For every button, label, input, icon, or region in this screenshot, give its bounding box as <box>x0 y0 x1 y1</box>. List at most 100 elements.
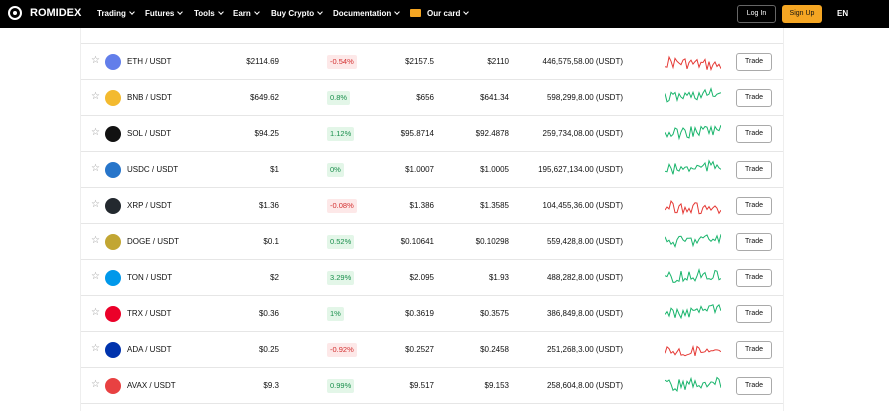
table-row: ☆ DOGE / USDT $0.1 0.52% $0.10641 $0.10298 559… <box>81 224 783 260</box>
price: $94.25 <box>254 129 279 138</box>
trade-button[interactable]: Trade <box>736 125 772 143</box>
sparkline <box>665 55 721 72</box>
partial-row <box>81 8 783 44</box>
pair[interactable]: TRX / USDT <box>127 309 172 318</box>
favorite-star[interactable]: ☆ <box>91 199 100 210</box>
pair[interactable]: ETH / USDT <box>127 57 172 66</box>
volume: 195,627,134.00 (USDT) <box>538 165 623 174</box>
volume: 598,299,8.00 (USDT) <box>546 93 623 102</box>
login-button[interactable]: Log In <box>737 5 776 23</box>
low: $1.3585 <box>480 201 509 210</box>
trade-button[interactable]: Trade <box>736 53 772 71</box>
sparkline <box>665 124 721 141</box>
high: $2157.5 <box>405 57 434 66</box>
change: 0.8% <box>327 91 351 105</box>
high: $656 <box>416 93 434 102</box>
favorite-star[interactable]: ☆ <box>91 55 100 66</box>
price: $0.1 <box>263 237 279 246</box>
table-row: ☆ AVAX / USDT $9.3 0.99% $9.517 $9.153 258,604… <box>81 368 783 404</box>
signup-button[interactable]: Sign Up <box>782 5 822 23</box>
trade-button[interactable]: Trade <box>736 233 772 251</box>
pair[interactable]: DOGE / USDT <box>127 237 180 246</box>
trade-button[interactable]: Trade <box>736 89 772 107</box>
nav-item[interactable]: Documentation <box>333 9 399 18</box>
favorite-star[interactable]: ☆ <box>91 91 100 102</box>
trade-button[interactable]: Trade <box>736 305 772 323</box>
pair[interactable]: TON / USDT <box>127 273 173 282</box>
low: $0.10298 <box>475 237 509 246</box>
sparkline-path <box>665 376 721 392</box>
volume: 259,734,08.00 (USDT) <box>542 129 624 138</box>
nav-item[interactable]: Earn <box>233 9 259 18</box>
price: $0.25 <box>258 345 279 354</box>
pair[interactable]: SOL / USDT <box>127 129 172 138</box>
coin-icon <box>105 378 121 394</box>
sparkline-path <box>665 200 721 216</box>
high: $0.3619 <box>405 309 434 318</box>
table-row: ☆ TRX / USDT $0.36 1% $0.3619 $0.3575 386,849,… <box>81 296 783 332</box>
pair[interactable]: ADA / USDT <box>127 345 172 354</box>
volume: 386,849,8.00 (USDT) <box>546 309 623 318</box>
pair[interactable]: XRP / USDT <box>127 201 172 210</box>
favorite-star[interactable]: ☆ <box>91 271 100 282</box>
nav-item[interactable]: Futures <box>145 9 182 18</box>
coin-icon <box>105 54 121 70</box>
favorite-star[interactable]: ☆ <box>91 235 100 246</box>
trade-button[interactable]: Trade <box>736 161 772 179</box>
change: 0.52% <box>327 235 355 249</box>
price: $1 <box>270 165 279 174</box>
sparkline <box>665 159 721 175</box>
sparkline <box>665 344 721 357</box>
low: $0.2458 <box>480 345 509 354</box>
favorite-star[interactable]: ☆ <box>91 163 100 174</box>
pair[interactable]: AVAX / USDT <box>127 381 176 390</box>
nav-item[interactable]: Tools <box>194 9 223 18</box>
sparkline <box>665 234 721 249</box>
coin-icon <box>105 342 121 358</box>
coin-icon <box>105 162 121 178</box>
sparkline-path <box>665 234 721 249</box>
volume: 251,268,3.00 (USDT) <box>546 345 623 354</box>
change: 0% <box>327 163 344 177</box>
price: $0.36 <box>258 309 279 318</box>
favorite-star[interactable]: ☆ <box>91 343 100 354</box>
table-row: ☆ BNB / USDT $649.62 0.8% $656 $641.34 598,299… <box>81 80 783 116</box>
high: $1.0007 <box>405 165 434 174</box>
top-nav: ROMIDEX Trading Futures Tools Earn Buy C… <box>0 0 889 28</box>
pair[interactable]: USDC / USDT <box>127 165 179 174</box>
market-table: ☆ ETH / USDT $2114.69 -0.54% $2157.5 $2110 446… <box>80 28 784 411</box>
trade-button[interactable]: Trade <box>736 377 772 395</box>
change: 0.99% <box>327 379 355 393</box>
favorite-star[interactable]: ☆ <box>91 127 100 138</box>
low: $2110 <box>487 57 509 66</box>
coin-icon <box>105 126 121 142</box>
pair[interactable]: BNB / USDT <box>127 93 172 102</box>
coin-icon <box>105 306 121 322</box>
table-row: ☆ USDC / USDT $1 0% $1.0007 $1.0005 195,627,13… <box>81 152 783 188</box>
change: -0.92% <box>327 343 357 357</box>
trade-button[interactable]: Trade <box>736 269 772 287</box>
sparkline <box>665 304 721 320</box>
favorite-star[interactable]: ☆ <box>91 307 100 318</box>
trade-button[interactable]: Trade <box>736 341 772 359</box>
high: $1.386 <box>409 201 434 210</box>
brand[interactable]: ROMIDEX <box>30 7 82 19</box>
nav-item[interactable]: Trading <box>97 9 134 18</box>
change: 1.12% <box>327 127 355 141</box>
sparkline-path <box>665 124 721 141</box>
high: $9.517 <box>409 381 434 390</box>
sparkline <box>665 376 721 392</box>
trade-button[interactable]: Trade <box>736 197 772 215</box>
volume: 488,282,8.00 (USDT) <box>546 273 623 282</box>
price: $2 <box>270 273 279 282</box>
coin-icon <box>105 90 121 106</box>
high: $95.8714 <box>400 129 434 138</box>
nav-item[interactable]: Buy Crypto <box>271 9 322 18</box>
logo[interactable] <box>8 6 22 20</box>
language[interactable]: EN <box>837 9 849 18</box>
coin-icon <box>105 234 121 250</box>
sparkline-path <box>665 344 721 357</box>
favorite-star[interactable]: ☆ <box>91 379 100 390</box>
nav-item[interactable]: Our card <box>427 9 468 18</box>
